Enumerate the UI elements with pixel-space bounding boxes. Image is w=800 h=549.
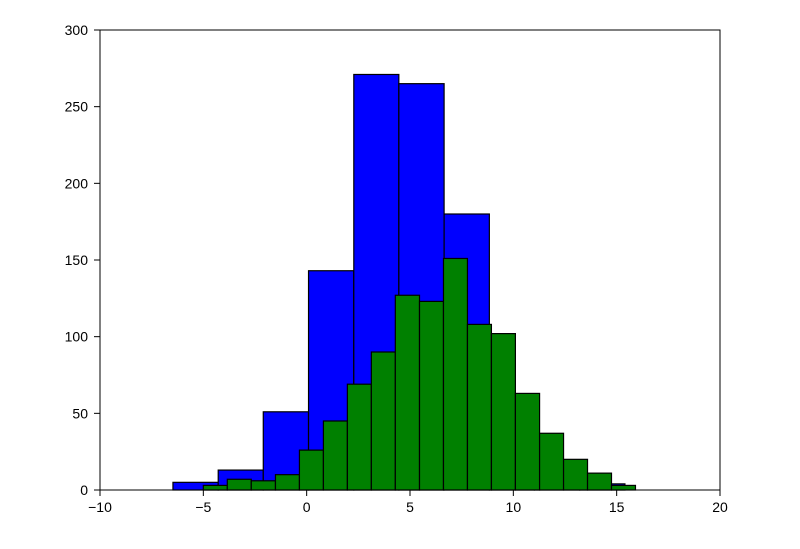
y-tick-label: 0 <box>80 482 88 498</box>
y-tick-label: 200 <box>65 175 89 191</box>
x-tick-label: 20 <box>712 499 728 515</box>
x-tick-label: −5 <box>195 499 211 515</box>
y-tick-label: 300 <box>65 22 89 38</box>
x-tick-label: 10 <box>506 499 522 515</box>
y-tick-label: 100 <box>65 329 89 345</box>
y-tick-label: 250 <box>65 99 89 115</box>
chart-svg: −10−505101520050100150200250300 <box>0 0 800 549</box>
x-tick-label: 0 <box>303 499 311 515</box>
x-tick-label: 5 <box>406 499 414 515</box>
x-tick-label: 15 <box>609 499 625 515</box>
x-tick-label: −10 <box>88 499 112 515</box>
y-tick-label: 150 <box>65 252 89 268</box>
y-tick-label: 50 <box>72 405 88 421</box>
histogram-chart: −10−505101520050100150200250300 <box>0 0 800 549</box>
